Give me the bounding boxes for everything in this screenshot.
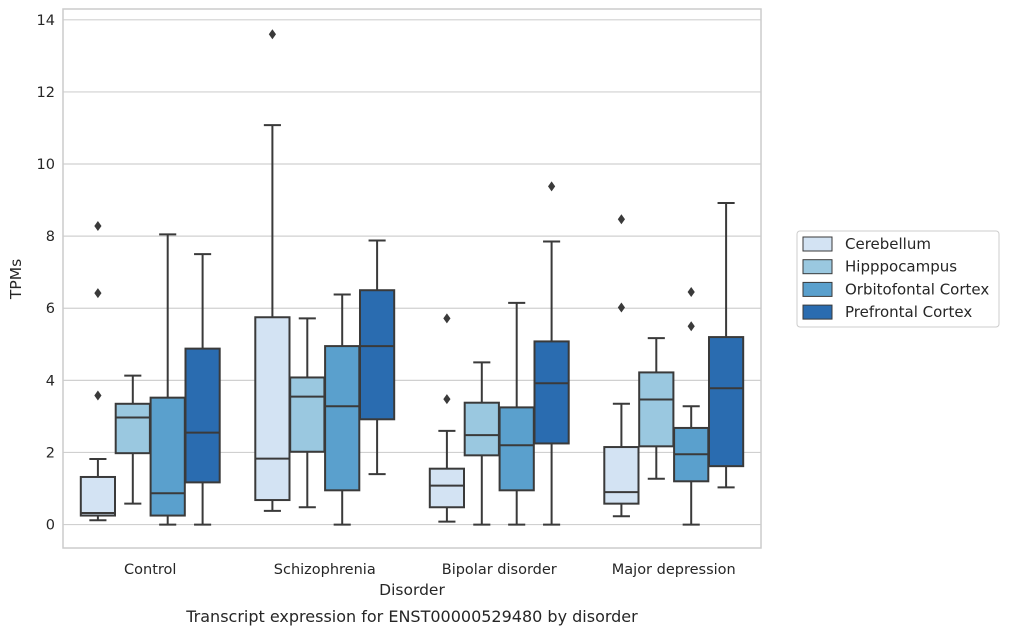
y-tick-labels: 0 2 4 6 8 10 12 14 bbox=[37, 13, 55, 534]
box-body bbox=[79, 475, 117, 517]
outlier-point bbox=[94, 390, 102, 401]
legend-swatch bbox=[802, 259, 833, 275]
box-body bbox=[289, 376, 326, 453]
x-tick-label: Bipolar disorder bbox=[442, 562, 557, 578]
box-body bbox=[358, 289, 396, 421]
box-0-1 bbox=[114, 374, 151, 505]
outlier-point bbox=[687, 287, 695, 298]
x-axis-label: Disorder bbox=[379, 581, 445, 599]
x-tick-labels: Control Schizophrenia Bipolar disorder Majo… bbox=[124, 562, 736, 578]
box-body bbox=[707, 336, 745, 468]
legend-swatch bbox=[802, 236, 833, 252]
box-body bbox=[324, 345, 361, 492]
legend-swatch bbox=[802, 281, 833, 297]
box-body bbox=[184, 347, 221, 484]
x-tick-label: Major depression bbox=[612, 562, 736, 578]
y-tick-label: 8 bbox=[46, 229, 55, 245]
box-series bbox=[79, 29, 745, 526]
box-body bbox=[533, 340, 570, 445]
box-body bbox=[498, 406, 535, 492]
box-0-2 bbox=[149, 233, 186, 526]
box-body bbox=[463, 401, 500, 457]
box-0-3 bbox=[184, 253, 221, 526]
y-tick-label: 12 bbox=[37, 85, 55, 101]
legend-frame bbox=[796, 230, 1000, 328]
y-tick-label: 4 bbox=[46, 373, 55, 389]
box-body bbox=[603, 446, 640, 505]
box-3-3 bbox=[707, 201, 745, 489]
y-tick-label: 2 bbox=[46, 445, 55, 461]
box-1-2 bbox=[324, 293, 361, 526]
legend-swatch bbox=[802, 304, 833, 320]
y-tick-label: 0 bbox=[46, 518, 55, 534]
box-body bbox=[638, 371, 675, 448]
chart-caption: Transcript expression for ENST0000052948… bbox=[185, 607, 638, 626]
box-3-1 bbox=[638, 337, 675, 480]
box-1-3 bbox=[358, 239, 396, 476]
outlier-point bbox=[548, 181, 556, 192]
outlier-point bbox=[687, 321, 695, 332]
plot-frame bbox=[62, 8, 762, 549]
box-0-0 bbox=[79, 221, 117, 522]
box-1-1 bbox=[289, 317, 326, 509]
box-body bbox=[114, 402, 151, 455]
box-2-0 bbox=[428, 313, 466, 523]
box-body bbox=[428, 467, 466, 509]
outlier-point bbox=[617, 302, 625, 313]
box-2-2 bbox=[498, 301, 535, 526]
box-2-1 bbox=[463, 361, 500, 526]
legend-label: Prefrontal Cortex bbox=[845, 303, 972, 321]
legend-label: Orbitofontal Cortex bbox=[845, 280, 989, 298]
y-tick-label: 6 bbox=[46, 301, 55, 317]
outlier-point bbox=[268, 29, 276, 40]
outlier-point bbox=[94, 288, 102, 299]
outlier-point bbox=[443, 313, 451, 324]
x-tick-label: Control bbox=[124, 562, 176, 578]
y-axis-label: TPMs bbox=[7, 259, 25, 300]
box-2-3 bbox=[533, 181, 570, 526]
legend-label: Hipppocampus bbox=[845, 258, 957, 276]
box-body bbox=[254, 316, 291, 502]
y-tick-label: 14 bbox=[37, 13, 55, 29]
outlier-point bbox=[94, 221, 102, 232]
box-body bbox=[149, 396, 186, 517]
box-1-0 bbox=[254, 29, 291, 512]
y-tick-label: 10 bbox=[37, 157, 55, 173]
outlier-point bbox=[617, 214, 625, 225]
box-3-0 bbox=[603, 214, 640, 518]
legend: Cerebellum Hipppocampus Orbitofontal Corte… bbox=[796, 230, 1000, 328]
legend-label: Cerebellum bbox=[845, 235, 931, 253]
outlier-point bbox=[443, 394, 451, 405]
x-tick-label: Schizophrenia bbox=[274, 562, 376, 578]
